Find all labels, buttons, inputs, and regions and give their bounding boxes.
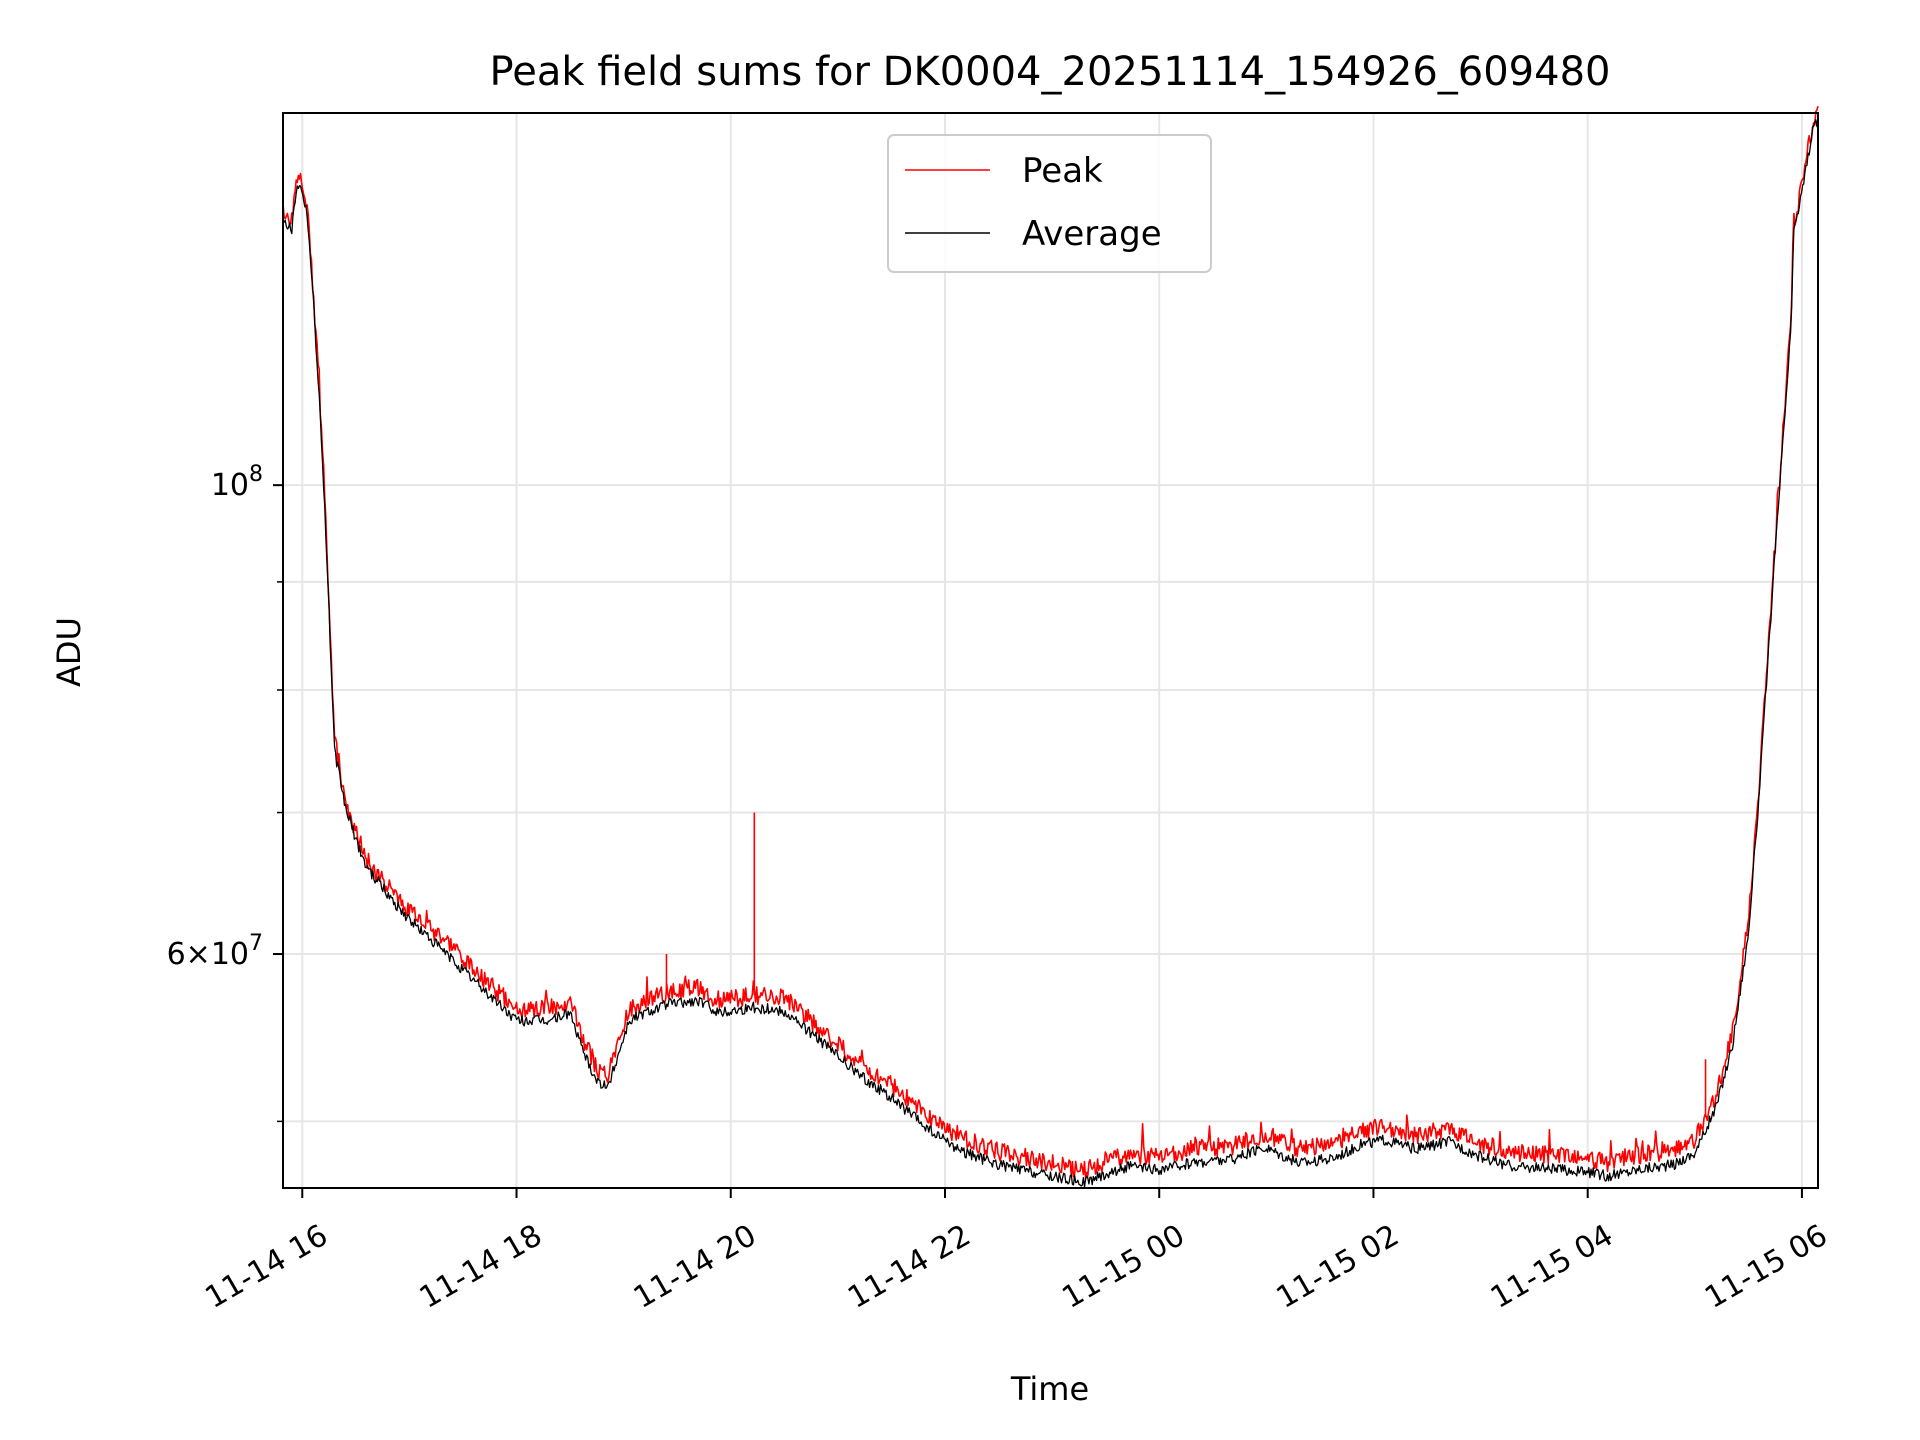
y-axis-label: ADU xyxy=(50,617,88,687)
x-axis-label: Time xyxy=(1010,1370,1089,1408)
series-line-average xyxy=(282,116,1819,1188)
legend-peak-label: Peak xyxy=(1022,151,1103,191)
series-line-peak xyxy=(282,105,1819,1180)
legend: Peak Average xyxy=(887,134,1212,273)
series-layer xyxy=(282,105,1819,1188)
y-tick-label: 6×107 xyxy=(167,931,263,972)
legend-average-label: Average xyxy=(1022,214,1162,254)
y-tick-label: 108 xyxy=(211,462,263,503)
chart-title: Peak field sums for DK0004_20251114_1549… xyxy=(490,49,1611,95)
plot-frame xyxy=(282,112,1819,1189)
grid xyxy=(283,113,1818,1188)
y-axis-ticks: 108 6×107 xyxy=(167,462,283,1123)
